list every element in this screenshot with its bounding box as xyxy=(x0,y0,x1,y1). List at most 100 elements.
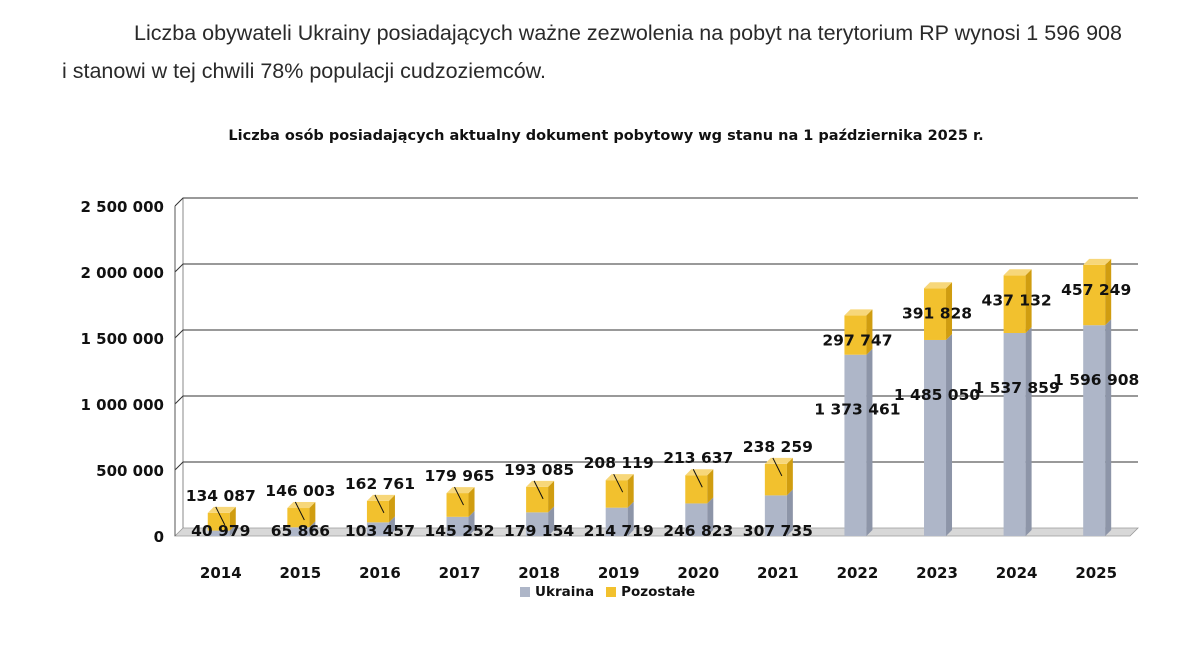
label-leader-line xyxy=(772,457,783,477)
bar-ukraina-side xyxy=(627,501,634,536)
y-tick-label: 1 500 000 xyxy=(80,330,164,348)
value-label-ukraina: 103 457 xyxy=(345,522,415,540)
legend-label-ukraina: Ukraina xyxy=(535,584,595,600)
chart-floor xyxy=(174,527,1139,537)
bar-pozostale xyxy=(764,463,787,496)
x-tick-label: 2018 xyxy=(518,564,560,582)
y-tick-label: 2 500 000 xyxy=(80,198,164,216)
bar-pozostale-top xyxy=(924,282,953,289)
bar-ukraina-side xyxy=(548,506,555,536)
label-leader-line xyxy=(692,468,703,488)
x-tick-label: 2025 xyxy=(1075,564,1117,582)
bar-ukraina-side xyxy=(309,521,316,536)
gridline xyxy=(174,461,1138,471)
x-tick-label: 2016 xyxy=(359,564,401,582)
chart-legend: Ukraina Pozostałe xyxy=(520,584,707,600)
bar-ukraina-side xyxy=(866,348,873,536)
bar-pozostale xyxy=(1083,264,1106,326)
bar-pozostale-side xyxy=(946,282,953,340)
bar-pozostale-top xyxy=(366,494,395,501)
bar-ukraina xyxy=(924,339,947,536)
bar-pozostale xyxy=(685,475,708,504)
bar-pozostale xyxy=(1003,275,1026,334)
bar-ukraina xyxy=(844,354,867,536)
y-tick-label: 0 xyxy=(154,528,164,546)
label-leader-line xyxy=(215,506,226,526)
bar-pozostale-top xyxy=(685,469,714,476)
gridline xyxy=(174,263,1138,273)
value-label-pozostale: 179 965 xyxy=(424,467,494,485)
intro-line-2: i stanowi w tej chwili 78% populacji cud… xyxy=(62,59,546,83)
value-label-pozostale: 437 132 xyxy=(982,291,1052,309)
value-label-pozostale: 146 003 xyxy=(265,482,335,500)
bar-pozostale xyxy=(446,493,469,517)
bar-pozostale-side xyxy=(627,474,634,508)
bar-pozostale-side xyxy=(866,309,873,355)
bar-pozostale-top xyxy=(446,487,475,494)
bar-pozostale-side xyxy=(707,469,714,504)
x-tick-label: 2015 xyxy=(279,564,321,582)
intro-line-1: Liczba obywateli Ukrainy posiadających w… xyxy=(134,21,1122,45)
value-label-ukraina: 65 866 xyxy=(271,522,330,540)
bar-pozostale-top xyxy=(526,480,555,487)
x-tick-label: 2023 xyxy=(916,564,958,582)
bar-ukraina xyxy=(605,507,628,536)
bar-pozostale-side xyxy=(388,494,395,523)
bar-ukraina xyxy=(1083,325,1106,536)
bar-pozostale xyxy=(207,512,230,531)
bar-ukraina xyxy=(287,527,310,536)
bar-ukraina-side xyxy=(1105,319,1112,536)
value-label-ukraina: 1 596 908 xyxy=(1053,371,1139,389)
y-tick-label: 1 000 000 xyxy=(80,396,164,414)
bar-pozostale xyxy=(287,508,310,528)
bar-ukraina-side xyxy=(229,524,236,536)
x-tick-label: 2017 xyxy=(439,564,481,582)
bar-pozostale xyxy=(605,480,628,508)
label-leader-line xyxy=(374,494,385,514)
value-label-ukraina: 179 154 xyxy=(504,522,574,540)
bar-ukraina xyxy=(207,530,230,536)
value-label-pozostale: 162 761 xyxy=(345,475,415,493)
value-label-ukraina: 214 719 xyxy=(584,522,654,540)
bar-ukraina xyxy=(764,495,787,536)
value-label-ukraina: 1 537 859 xyxy=(973,379,1059,397)
bar-ukraina-side xyxy=(1025,327,1032,536)
gridline xyxy=(174,395,1138,405)
bar-pozostale-side xyxy=(786,457,793,496)
chart-title: Liczba osób posiadających aktualny dokum… xyxy=(228,128,984,144)
value-label-pozostale: 208 119 xyxy=(584,454,654,472)
bar-ukraina-side xyxy=(786,489,793,536)
x-tick-label: 2019 xyxy=(598,564,640,582)
legend-item-ukraina: Ukraina xyxy=(520,584,594,600)
bar-ukraina-side xyxy=(388,516,395,536)
bar-pozostale-top xyxy=(207,506,236,513)
bar-ukraina xyxy=(446,516,469,536)
bar-pozostale-side xyxy=(548,480,555,513)
value-label-pozostale: 297 747 xyxy=(822,331,892,349)
bar-pozostale-top xyxy=(1083,258,1112,265)
intro-text: Liczba obywateli Ukrainy posiadających w… xyxy=(62,14,1172,90)
bar-pozostale xyxy=(924,288,947,340)
value-label-ukraina: 1 485 050 xyxy=(894,386,981,404)
value-label-ukraina: 307 735 xyxy=(743,522,813,540)
y-tick-label: 500 000 xyxy=(96,462,164,480)
bar-ukraina xyxy=(685,503,708,536)
value-label-ukraina: 246 823 xyxy=(663,522,733,540)
x-tick-label: 2020 xyxy=(677,564,719,582)
bar-pozostale-top xyxy=(844,309,873,316)
bar-pozostale-side xyxy=(468,487,475,517)
bar-ukraina xyxy=(526,512,549,536)
label-leader-line xyxy=(454,486,464,506)
bar-pozostale xyxy=(366,500,389,523)
bar-pozostale xyxy=(526,486,549,513)
bar-pozostale-side xyxy=(1105,258,1112,326)
bar-pozostale-top xyxy=(605,474,634,481)
value-label-pozostale: 193 085 xyxy=(504,461,574,479)
bar-ukraina-side xyxy=(468,510,475,536)
bar-pozostale-side xyxy=(1025,269,1032,334)
value-label-pozostale: 457 249 xyxy=(1061,281,1131,299)
bar-ukraina xyxy=(366,522,389,536)
value-label-pozostale: 134 087 xyxy=(186,487,256,505)
label-leader-line xyxy=(533,480,544,500)
